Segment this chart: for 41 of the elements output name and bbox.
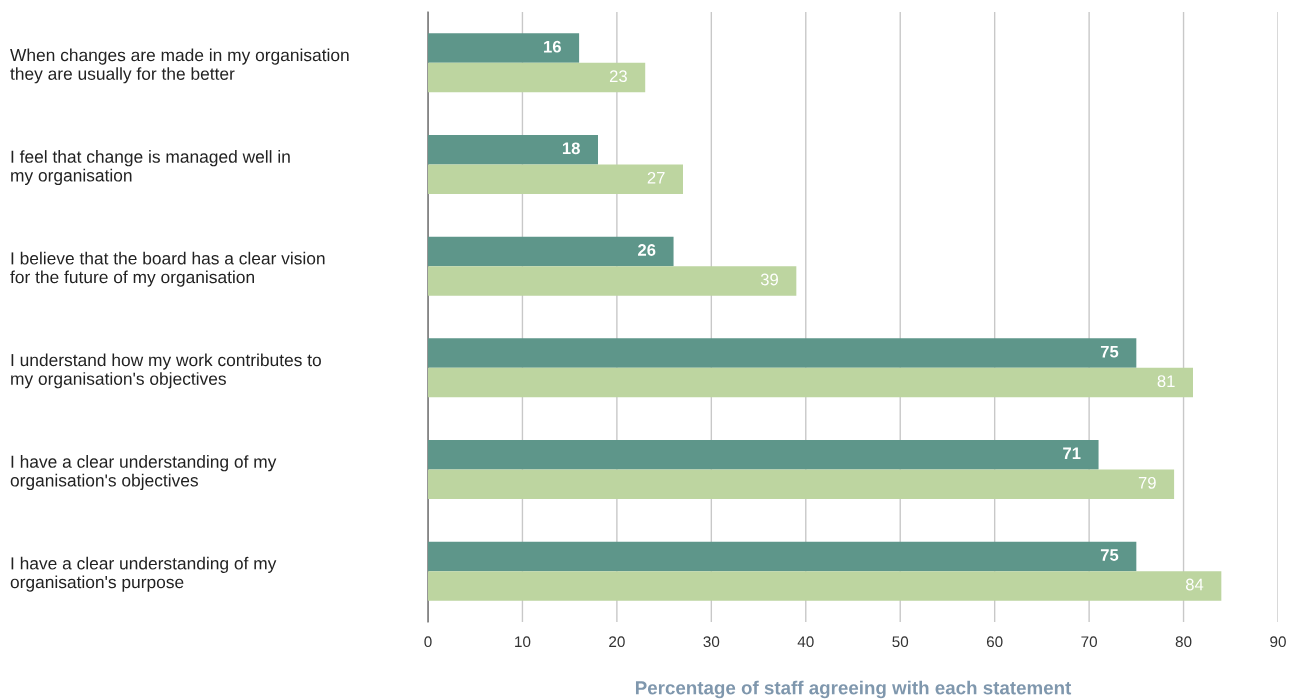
data-label: 84 (1185, 578, 1204, 591)
y-tick-label: I have a clear understanding of my organisation's objectives (10, 455, 277, 490)
x-tick-label: 20 (609, 636, 625, 648)
bar (428, 440, 1099, 470)
data-label: 79 (1138, 476, 1156, 489)
bar (428, 469, 1175, 499)
x-tick-label: 60 (986, 636, 1003, 648)
x-tick-label: 40 (797, 636, 814, 648)
data-label: 75 (1100, 549, 1119, 561)
y-tick-label: I believe that the board has a clear vision for the future of my organisation (10, 251, 325, 287)
data-label: 39 (760, 273, 778, 286)
data-label: 16 (544, 40, 561, 53)
x-tick-label: 0 (424, 636, 432, 648)
x-tick-label: 90 (1270, 636, 1286, 648)
y-tick-label: I feel that change is managed well in my organisation (11, 150, 290, 185)
bar (428, 62, 646, 93)
data-label: 71 (1063, 447, 1081, 460)
x-tick-label: 80 (1175, 636, 1192, 648)
bar (428, 236, 674, 267)
y-tick-label: I understand how my work contributes to my organisation's objectives (11, 353, 321, 389)
bar (428, 135, 598, 165)
bar (428, 571, 1222, 601)
bar (428, 266, 797, 296)
x-tick-label: 50 (892, 636, 909, 648)
x-tick-label: 10 (515, 636, 531, 648)
bar (428, 367, 1193, 398)
bar (428, 33, 580, 63)
y-tick-label: I have a clear understanding of my organisation's purpose (10, 556, 277, 592)
x-tick-label: 30 (703, 636, 720, 648)
data-label: 75 (1100, 345, 1119, 358)
data-label: 26 (638, 244, 656, 256)
bar (428, 338, 1137, 368)
data-label: 27 (647, 171, 665, 184)
x-axis-title: Percentage of staff agreeing with each statement (635, 680, 1072, 699)
data-label: 23 (609, 70, 627, 83)
y-tick-label: When changes are made in my organisation they are usually for the better (10, 48, 349, 84)
bar (428, 541, 1137, 572)
bar (428, 164, 683, 194)
x-tick-label: 70 (1081, 636, 1098, 648)
data-label: 18 (562, 142, 580, 155)
data-label: 81 (1157, 375, 1175, 388)
